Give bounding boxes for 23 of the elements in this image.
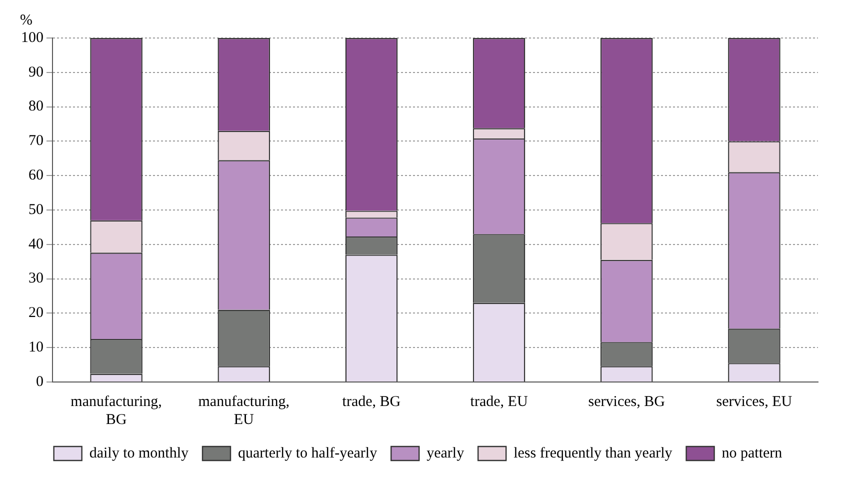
- x-tick-label: services, EU: [716, 394, 792, 410]
- y-tick-label: 20: [28, 305, 44, 322]
- legend-label: yearly: [426, 445, 465, 462]
- y-tick-label: 90: [28, 64, 44, 80]
- y-tick-label: 100: [21, 30, 44, 46]
- y-tick-label: 10: [28, 340, 44, 356]
- y-axis-title: %: [20, 12, 32, 28]
- x-tick-label: manufacturing, BG: [70, 394, 162, 428]
- y-tick-label: 60: [28, 168, 44, 184]
- legend-label: quarterly to half-yearly: [238, 445, 378, 462]
- y-tick-label: 80: [28, 98, 44, 115]
- legend-label: less frequently than yearly: [514, 445, 673, 462]
- x-tick-label: manufacturing, EU: [198, 394, 290, 428]
- y-tick-label: 70: [28, 133, 44, 150]
- x-tick-label: trade, BG: [342, 394, 401, 410]
- legend-label: daily to monthly: [89, 445, 189, 462]
- y-tick-label: 30: [28, 270, 44, 287]
- x-tick-label: services, BG: [588, 394, 666, 410]
- x-tick-label: trade, EU: [470, 394, 528, 410]
- y-tick-label: 50: [28, 202, 44, 218]
- y-tick-label: 0: [36, 374, 44, 390]
- y-tick-label: 40: [28, 236, 44, 252]
- legend-label: no pattern: [722, 445, 783, 462]
